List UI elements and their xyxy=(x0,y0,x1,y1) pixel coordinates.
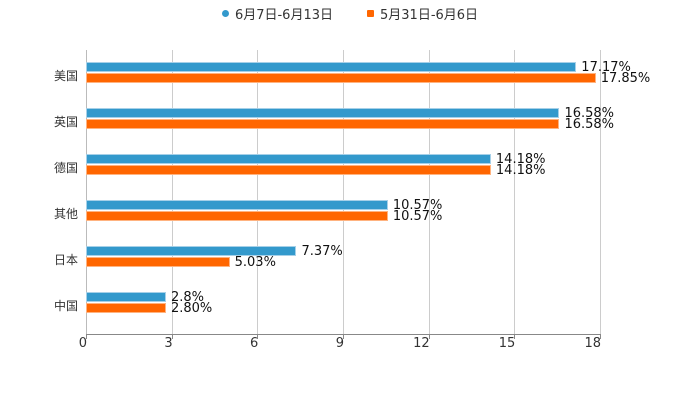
x-tick-label: 12 xyxy=(413,336,430,351)
category-label: 其他 xyxy=(53,207,78,221)
bar[interactable] xyxy=(86,292,166,302)
bar[interactable] xyxy=(86,119,560,129)
bar[interactable] xyxy=(86,200,388,210)
gridline xyxy=(257,50,259,335)
gridline xyxy=(343,50,344,335)
data-label: 16.58% xyxy=(564,106,615,121)
data-label: 14.18% xyxy=(495,152,546,167)
plot-area: 17.17% 17.85% 16.58% 16.58% 14.18% 14.18% 10.5… xyxy=(86,50,650,335)
x-tick-label: 0 xyxy=(78,336,87,351)
data-label: 17.17% xyxy=(581,60,631,75)
legend-circle-icon xyxy=(221,10,229,17)
x-tick xyxy=(428,334,430,339)
category-label: 日本 xyxy=(53,253,78,267)
bar[interactable] xyxy=(86,108,560,118)
data-label: 16.58% xyxy=(564,117,615,132)
bar[interactable] xyxy=(86,303,166,313)
data-label: 10.57% xyxy=(392,198,443,213)
y-axis-line xyxy=(86,50,87,335)
data-label: 2.8% xyxy=(170,290,204,305)
category-label: 中国 xyxy=(53,299,78,313)
bar[interactable] xyxy=(86,246,297,256)
legend-item-series-1[interactable]: 5月31日-6月6日 xyxy=(367,4,478,23)
x-tick-label: 9 xyxy=(335,336,344,351)
x-tick xyxy=(343,334,344,339)
category-label: 英国 xyxy=(53,115,78,129)
legend-label: 5月31日-6月6日 xyxy=(380,8,479,23)
gridline xyxy=(171,50,173,335)
legend-label: 6月7日-6月13日 xyxy=(234,8,333,23)
gridline xyxy=(428,50,430,335)
bar[interactable] xyxy=(86,154,491,164)
category-label: 美国 xyxy=(53,69,78,83)
x-tick-label: 6 xyxy=(250,336,259,351)
chart-legend: 6月7日-6月13日 5月31日-6月6日 xyxy=(0,4,700,23)
x-tick-label: 3 xyxy=(164,336,173,351)
gridline xyxy=(514,50,516,335)
x-tick xyxy=(600,334,601,339)
bar[interactable] xyxy=(86,211,388,221)
data-label: 14.18% xyxy=(495,163,546,178)
x-tick xyxy=(514,334,516,339)
bar[interactable] xyxy=(86,257,230,267)
bar[interactable] xyxy=(86,73,596,83)
data-label: 5.03% xyxy=(234,255,276,270)
legend-item-series-0[interactable]: 6月7日-6月13日 xyxy=(221,4,333,23)
bar[interactable] xyxy=(86,62,577,72)
x-tick-label: 18 xyxy=(584,336,601,351)
x-tick xyxy=(86,334,87,339)
x-tick xyxy=(171,334,173,339)
category-label: 德国 xyxy=(53,161,78,175)
data-label: 17.85% xyxy=(600,71,651,86)
x-tick-label: 15 xyxy=(498,336,516,351)
data-label: 2.80% xyxy=(170,301,213,316)
data-label: 7.37% xyxy=(301,244,343,259)
data-label: 10.57% xyxy=(392,209,443,224)
gridline xyxy=(600,50,601,335)
bar[interactable] xyxy=(86,165,491,175)
legend-square-icon xyxy=(367,10,374,17)
x-tick xyxy=(257,334,259,339)
